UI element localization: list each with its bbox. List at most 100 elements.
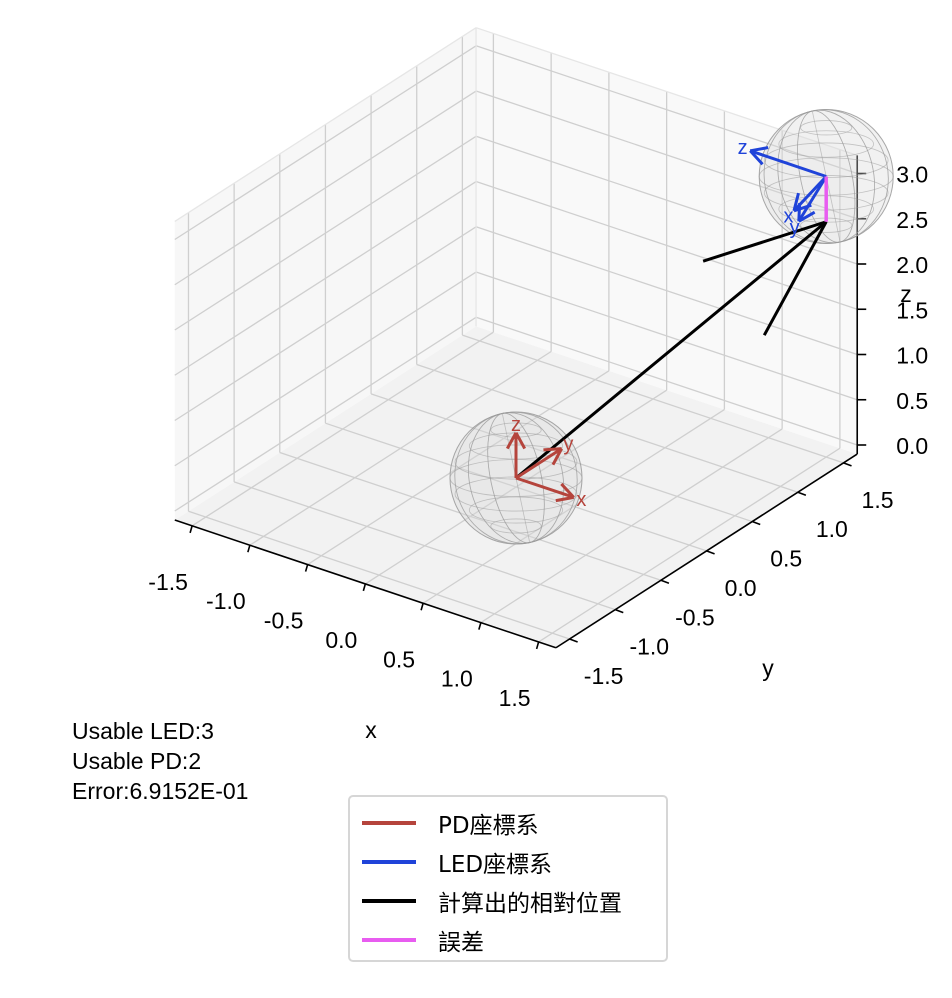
x-tick-mark <box>535 641 540 650</box>
led-axis-z: z <box>738 137 827 178</box>
computed-vector <box>515 220 828 480</box>
led-axis-y-head <box>797 202 802 222</box>
computed-vector-head <box>702 220 827 263</box>
grid-line-y-floor <box>279 451 662 581</box>
led-axis-z-head <box>749 149 764 166</box>
grid-lines <box>174 27 858 643</box>
led-axis-z-label: z <box>738 137 748 159</box>
y-tick-label: 1.0 <box>816 516 848 542</box>
led-axis-x-head <box>792 192 800 212</box>
x-tick-label: -1.5 <box>148 569 188 595</box>
pd-axis-x-label: x <box>576 489 586 511</box>
grid-line-z-wall <box>174 271 477 467</box>
y-axis-line <box>555 453 858 649</box>
computed-vector-head <box>762 221 828 336</box>
pd-axis-y-label: y <box>563 433 573 455</box>
led-axis-y-head <box>798 210 816 223</box>
y-tick-mark <box>751 520 761 526</box>
y-tick-label: -1.5 <box>584 663 624 689</box>
pd-axis-z-head <box>505 432 518 450</box>
tick-labels: -1.5-1.0-0.50.00.51.01.5-1.5-1.0-0.50.00… <box>148 162 928 711</box>
pd-axis-x-head <box>555 495 575 503</box>
z-tick-label: 1.0 <box>896 343 928 369</box>
led-axis-y-label: y <box>790 217 800 239</box>
x-tick-mark <box>362 583 367 592</box>
pd-axis-z: z <box>505 414 527 478</box>
grid-line-z-back <box>475 316 858 446</box>
grid-line-z-wall <box>174 180 477 376</box>
legend-item-computed: 計算出的相對位置 <box>360 881 656 920</box>
grid-line-y-floor <box>233 481 616 611</box>
sphere-latitude <box>490 518 542 534</box>
pd-axis-z-label: z <box>511 414 521 436</box>
x-tick-label: 1.5 <box>499 685 531 711</box>
grid-line-y-floor <box>416 363 799 493</box>
y-tick-mark <box>569 638 578 643</box>
pd-axis-x-shaft <box>515 476 575 499</box>
legend-swatch-pd <box>362 820 416 825</box>
grid-line-y-floor <box>325 422 707 552</box>
legend-swatch-led <box>362 859 416 864</box>
grid-line-z-back <box>475 226 858 356</box>
grid-line-z-wall <box>174 45 477 241</box>
x-tick-mark <box>189 525 193 534</box>
legend-item-error: 誤差 <box>360 920 656 959</box>
y-tick-mark <box>843 462 852 467</box>
x-tick-label: 0.0 <box>325 627 357 653</box>
error-text: Error:6.9152E-01 <box>72 778 249 804</box>
sphere-latitude <box>778 130 874 158</box>
legend-item-led: LED座標系 <box>360 842 656 881</box>
y-tick-label: 1.5 <box>862 487 894 513</box>
pd-axis-z-head <box>514 432 527 450</box>
led-axis-z-shaft <box>749 149 827 178</box>
y-axis-label: y <box>762 655 774 681</box>
z-tick-label: 0.0 <box>896 433 928 459</box>
grid-line-z-back <box>475 45 858 175</box>
x-tick-label: -1.0 <box>206 588 246 614</box>
grid-line-z-back <box>475 90 858 220</box>
led-axis-x-label: x <box>783 206 793 228</box>
grid-line-y-floor <box>188 510 570 640</box>
z-tick-label: 1.5 <box>896 297 928 323</box>
x-tick-label: 0.5 <box>383 646 415 672</box>
grid-line-z-back <box>475 271 858 401</box>
y-tick-mark <box>706 550 715 555</box>
x-axis-label: x <box>365 717 377 743</box>
usable-pd-text: Usable PD:2 <box>72 748 202 774</box>
y-tick-label: -1.0 <box>629 634 669 660</box>
grid-line-y-floor <box>462 334 844 464</box>
usable-led-text: Usable LED:3 <box>72 718 214 744</box>
pd-axis-y-head <box>543 447 562 452</box>
y-tick-mark <box>797 491 807 496</box>
sphere-meridian <box>763 109 889 244</box>
legend: PD座標系 LED座標系 計算出的相對位置 誤差 <box>348 795 668 962</box>
led-axis-z-head <box>749 146 769 153</box>
legend-swatch-computed <box>362 898 416 903</box>
sphere-latitude <box>800 120 853 136</box>
x-tick-mark <box>247 544 251 553</box>
x-tick-mark <box>420 603 424 611</box>
pd-axis-y-shaft <box>515 447 563 480</box>
computed-vector-shaft <box>515 220 828 480</box>
grid-line-z-back <box>475 180 858 310</box>
led-axis-y: y <box>790 175 828 239</box>
z-tick-label: 2.0 <box>896 252 928 278</box>
y-tick-mark <box>660 579 670 585</box>
legend-item-pd: PD座標系 <box>360 803 656 842</box>
pd-axis-y: y <box>515 433 573 480</box>
x-tick-label: 1.0 <box>441 666 473 692</box>
pd-axis-y-head <box>551 447 563 466</box>
z-tick-label: 3.0 <box>896 162 928 188</box>
grid-line-z-back <box>475 135 858 265</box>
x-tick-mark <box>304 564 309 572</box>
legend-label-computed: 計算出的相對位置 <box>438 890 622 917</box>
y-tick-label: -0.5 <box>675 604 715 630</box>
led-axis-y-shaft <box>797 175 828 223</box>
z-tick-label: 0.5 <box>896 388 928 414</box>
y-tick-label: 0.0 <box>725 575 757 601</box>
x-tick-label: -0.5 <box>264 608 304 634</box>
grid-line-z-wall <box>174 316 477 512</box>
grid-line-z-wall <box>174 135 477 331</box>
